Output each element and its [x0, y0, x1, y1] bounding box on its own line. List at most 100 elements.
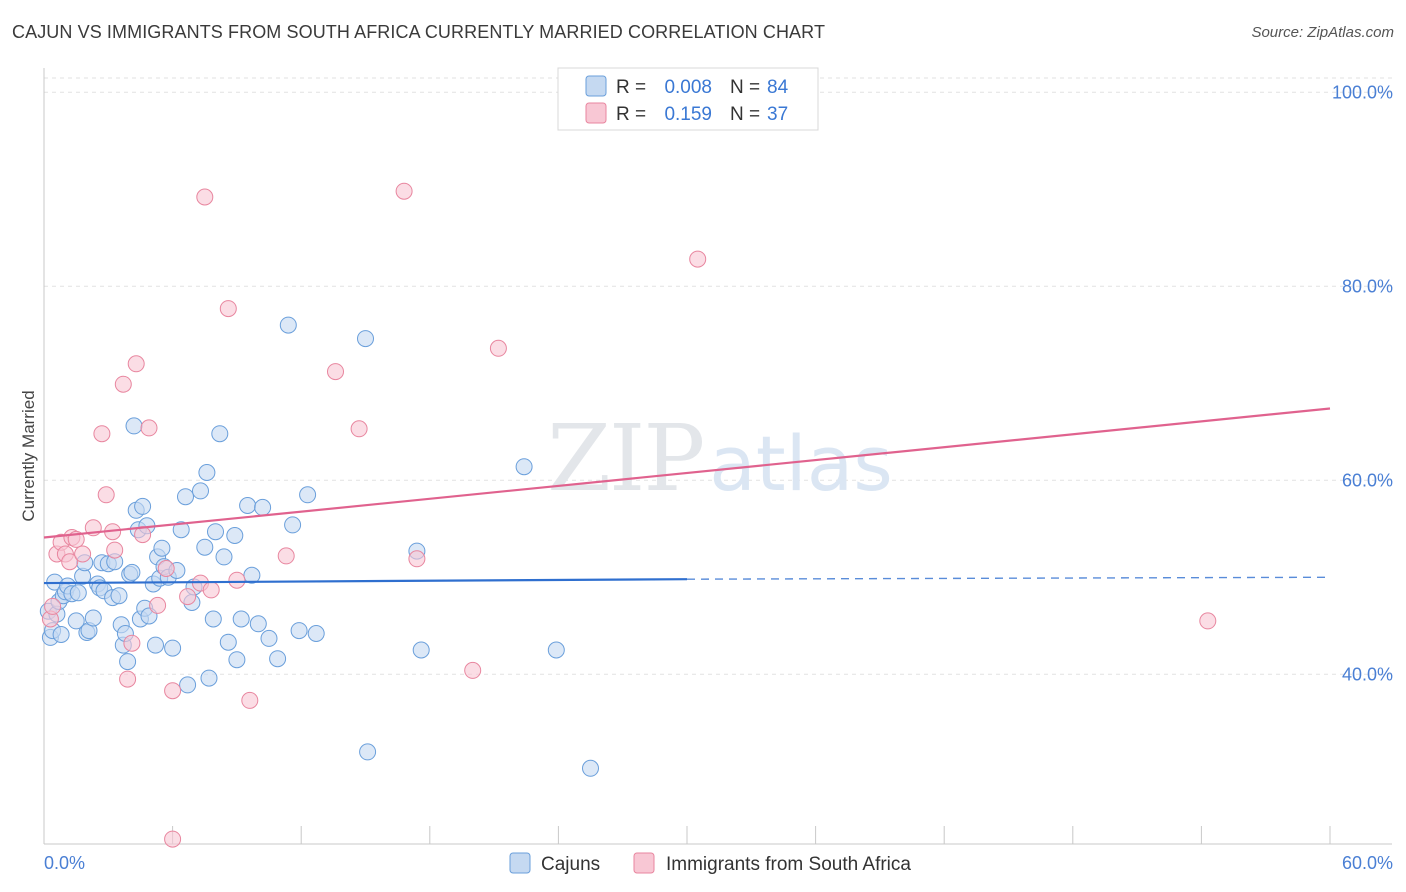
- immigrants-point-21: [157, 560, 175, 577]
- immigrants-point-15: [119, 670, 137, 688]
- cajuns-point-77: [357, 330, 374, 348]
- chart-source: Source: ZipAtlas.com: [1251, 24, 1394, 41]
- chart-title: CAJUN VS IMMIGRANTS FROM SOUTH AFRICA CU…: [12, 22, 826, 42]
- y-tick-label-3: 100.0%: [1332, 82, 1393, 102]
- stats-n-value-cajuns: 84: [767, 77, 789, 98]
- y-tick-label-2: 80.0%: [1342, 276, 1393, 296]
- cajuns-point-75: [299, 486, 317, 504]
- cajuns-point-69: [254, 498, 272, 516]
- axes: [43, 68, 1392, 845]
- legend-swatch-immigrants[interactable]: [633, 852, 655, 874]
- cajuns-point-36: [134, 497, 152, 515]
- cajuns-point-64: [228, 651, 246, 669]
- x-tick-labels: 0.0% 60.0%: [44, 853, 1393, 873]
- cajuns-point-25: [110, 587, 128, 605]
- cajuns-point-81: [515, 458, 533, 476]
- cajuns-point-72: [279, 316, 297, 334]
- cajuns-point-68: [249, 615, 267, 633]
- legend-label-immigrants[interactable]: Immigrants from South Africa: [666, 854, 911, 875]
- cajuns-point-29: [119, 653, 137, 671]
- trend-lines: [43, 407, 1331, 585]
- stats-r-label-cajuns: R =: [616, 77, 646, 98]
- y-tick-labels: 40.0% 60.0% 80.0% 100.0%: [1332, 82, 1393, 684]
- cajuns-point-57: [200, 669, 218, 687]
- cajuns-point-76: [307, 625, 325, 642]
- cajuns-point-44: [153, 539, 171, 557]
- cajuns-point-11: [67, 612, 85, 630]
- cajuns-point-67: [243, 566, 261, 584]
- legend-swatch-cajuns[interactable]: [509, 852, 531, 874]
- immigrants-point-38: [1199, 612, 1217, 630]
- stats-swatch-immigrants: [585, 102, 607, 124]
- cajuns-point-59: [207, 523, 224, 541]
- immigrants-point-13: [106, 541, 124, 559]
- cajuns-point-73: [284, 516, 302, 534]
- watermark-atlas: atlas: [709, 419, 893, 508]
- cajuns-trend-extension: [686, 576, 1331, 580]
- immigrants-point-8: [74, 545, 92, 563]
- immigrants-point-39: [164, 830, 182, 848]
- stats-swatch-cajuns: [585, 75, 607, 97]
- legend-label-cajuns[interactable]: Cajuns: [541, 854, 600, 875]
- immigrants-point-11: [97, 486, 115, 504]
- gridlines: [44, 77, 1392, 675]
- immigrants-point-17: [127, 355, 145, 373]
- cajuns-point-60: [211, 425, 229, 443]
- immigrants-point-36: [489, 339, 507, 357]
- cajuns-point-80: [412, 641, 430, 659]
- cajuns-point-83: [582, 759, 599, 777]
- cajuns-point-78: [359, 743, 377, 761]
- cajuns-point-65: [232, 610, 250, 628]
- immigrants-point-26: [202, 581, 220, 599]
- cajuns-point-71: [269, 650, 287, 668]
- immigrants-point-31: [327, 363, 344, 381]
- y-tick-label-1: 60.0%: [1342, 470, 1393, 490]
- immigrants-point-29: [241, 691, 259, 709]
- immigrants-trend-line: [43, 407, 1331, 539]
- cajuns-point-58: [204, 610, 222, 628]
- cajuns-point-63: [226, 527, 244, 544]
- cajuns-point-49: [172, 521, 190, 539]
- cajuns-point-47: [164, 639, 182, 657]
- watermark-text: ZIPatlas: [547, 405, 893, 512]
- immigrants-point-28: [228, 571, 246, 589]
- immigrants-point-35: [464, 661, 482, 679]
- cajuns-point-70: [260, 629, 278, 647]
- immigrants-point-20: [149, 596, 167, 614]
- cajuns-point-62: [219, 633, 237, 651]
- immigrants-point-5: [61, 553, 79, 571]
- y-tick-label-0: 40.0%: [1342, 664, 1393, 684]
- x-tick-label-max: 60.0%: [1342, 853, 1393, 873]
- x-tick-label-min: 0.0%: [44, 853, 85, 873]
- watermark-zip: ZIP: [547, 405, 703, 512]
- immigrants-point-37: [689, 250, 707, 268]
- immigrants-point-22: [164, 682, 182, 700]
- immigrants-point-30: [277, 547, 295, 565]
- cajuns-point-74: [290, 622, 308, 640]
- immigrants-point-19: [140, 419, 158, 437]
- watermark: ZIPatlas: [547, 405, 893, 512]
- y-axis-label: Currently Married: [19, 390, 38, 521]
- immigrants-point-23: [179, 588, 197, 606]
- stats-n-label-immigrants: N =: [730, 104, 760, 125]
- cajuns-point-82: [547, 641, 565, 659]
- series-legend: Cajuns Immigrants from South Africa: [509, 852, 911, 875]
- immigrants-point-34: [408, 550, 426, 568]
- cajuns-point-55: [196, 538, 214, 556]
- cajuns-point-56: [198, 464, 216, 481]
- stats-r-value-immigrants: 0.159: [664, 104, 712, 125]
- stats-n-value-immigrants: 37: [767, 104, 788, 125]
- cajuns-point-66: [239, 497, 257, 514]
- data-points: [39, 182, 1217, 848]
- immigrants-point-14: [114, 375, 132, 393]
- immigrants-point-32: [350, 420, 368, 438]
- cajuns-point-12: [69, 584, 87, 602]
- immigrants-point-27: [219, 300, 237, 318]
- immigrants-point-33: [395, 182, 413, 200]
- cajuns-point-51: [179, 676, 197, 694]
- stats-r-value-cajuns: 0.008: [664, 77, 712, 98]
- cajuns-point-6: [52, 626, 70, 643]
- stats-n-label-cajuns: N =: [730, 77, 760, 98]
- immigrants-point-25: [196, 188, 214, 206]
